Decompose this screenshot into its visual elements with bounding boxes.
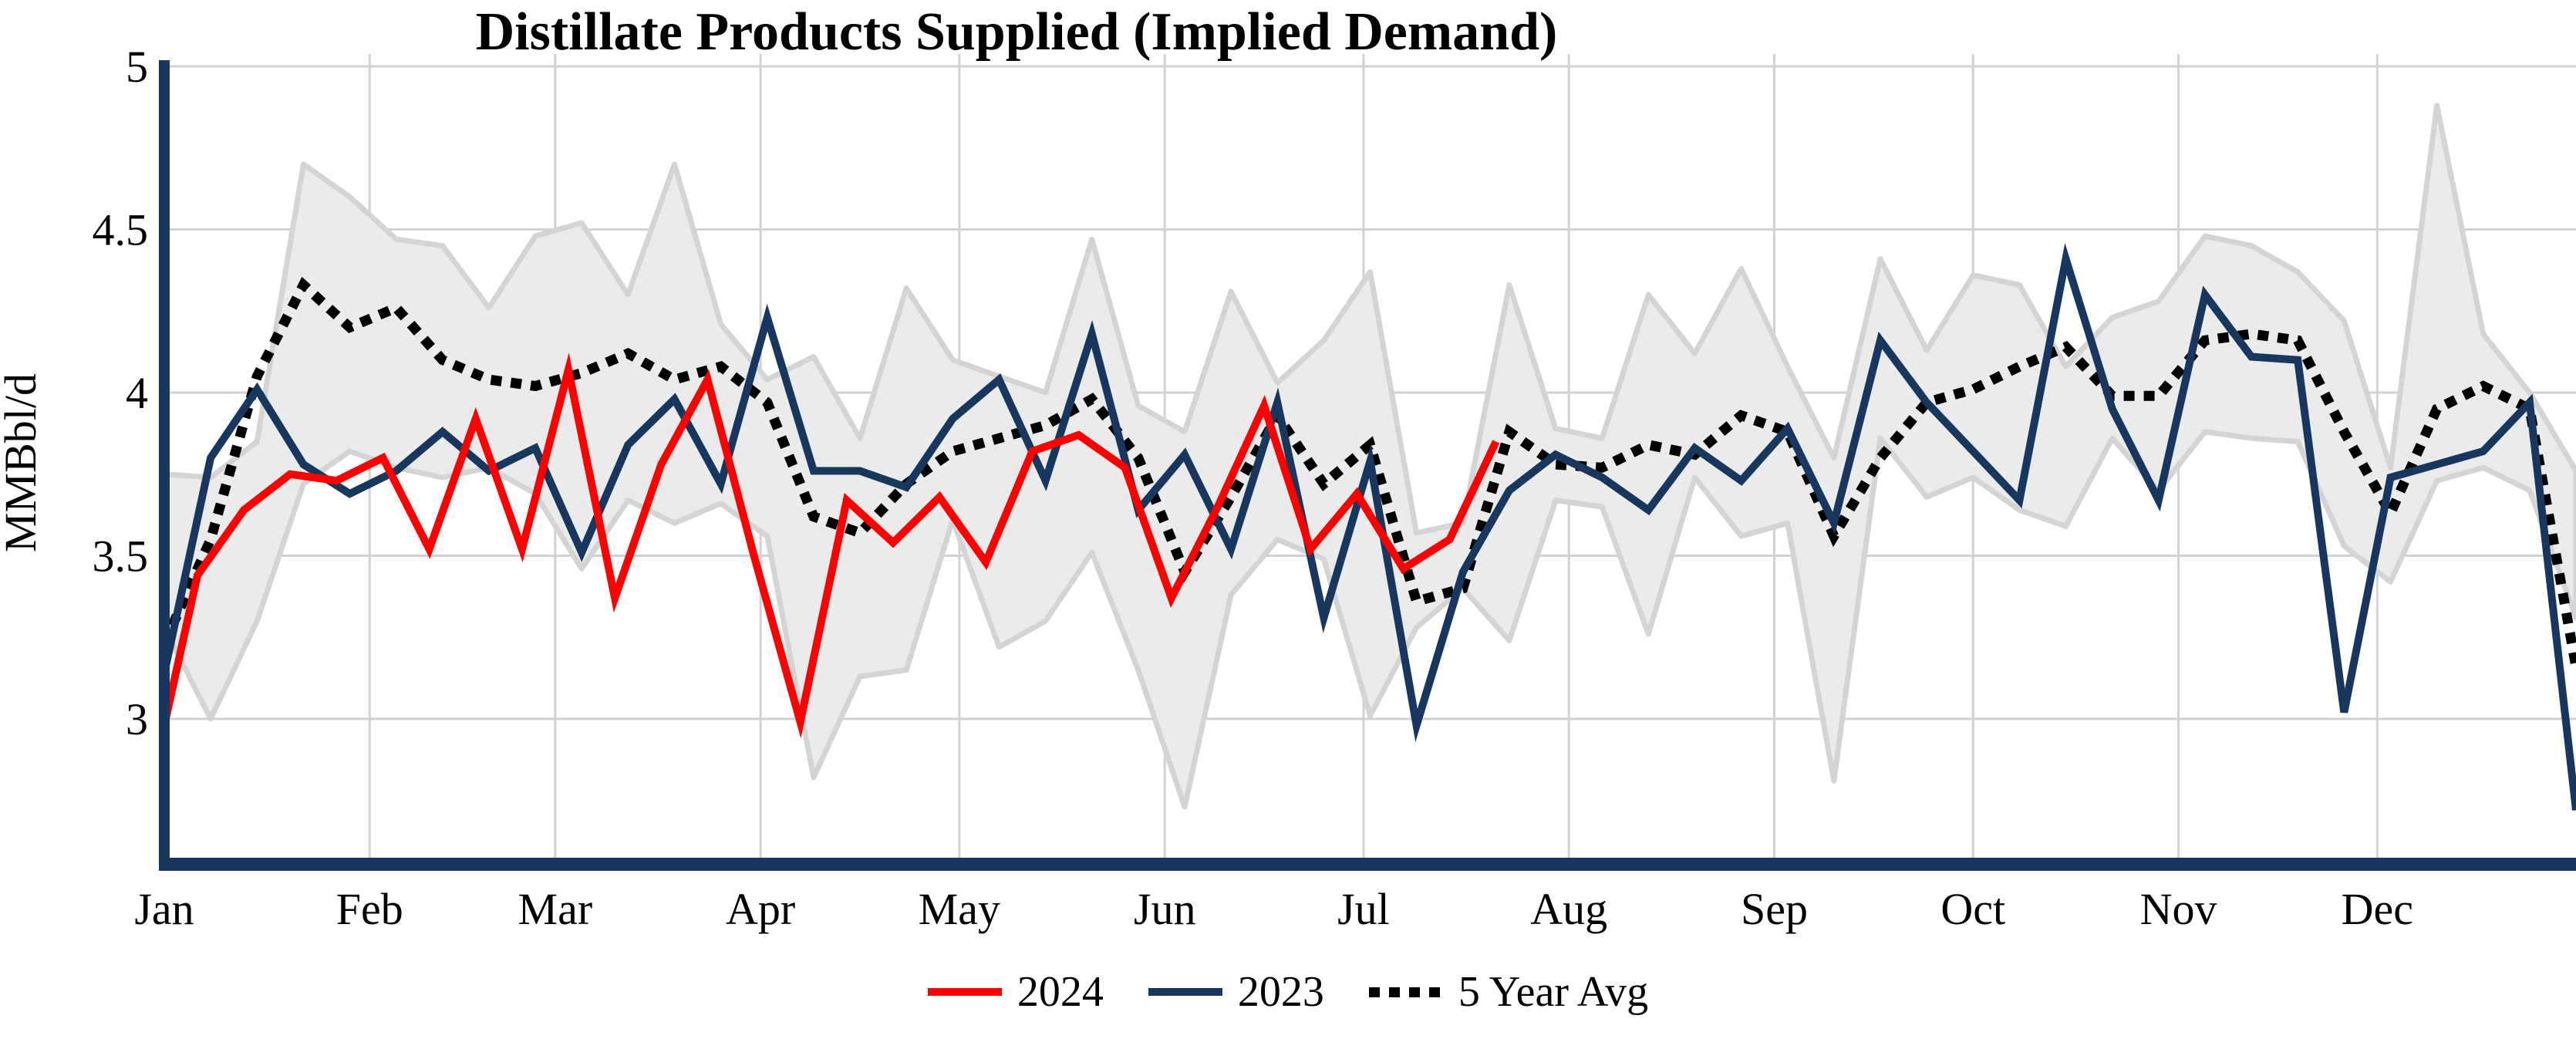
y-axis-title: MMBbl/d (0, 373, 46, 552)
y-tick-label-3: 3 (126, 694, 148, 744)
x-tick-label-feb: Feb (336, 884, 403, 934)
y-axis-spine (159, 60, 170, 870)
series-5-year-avg-line (160, 276, 2576, 668)
legend-swatch-2023 (1148, 988, 1222, 996)
x-tick-label-apr: Apr (726, 884, 795, 934)
legend-swatch-2024 (927, 988, 1002, 996)
x-tick-label-aug: Aug (1530, 884, 1607, 934)
series-lines (160, 243, 2576, 811)
axis-spines (159, 60, 2576, 871)
legend-item-2023: 2023 (1148, 967, 1324, 1017)
x-tick-label-nov: Nov (2140, 884, 2217, 934)
series-2024-line (160, 352, 1500, 739)
x-tick-label-jan: Jan (134, 884, 194, 934)
legend-item-2024: 2024 (927, 967, 1104, 1017)
x-tick-label-may: May (919, 884, 1000, 934)
x-tick-label-oct: Oct (1940, 884, 2005, 934)
y-tick-label-3.5: 3.5 (93, 531, 149, 582)
x-tick-label-dec: Dec (2342, 884, 2413, 934)
legend-label: 5 Year Avg (1458, 968, 1649, 1016)
x-axis-spine (159, 858, 2576, 871)
x-tick-label-jul: Jul (1337, 884, 1390, 934)
y-tick-label-5: 5 (126, 42, 148, 92)
legend-item-5-year-avg: 5 Year Avg (1368, 967, 1649, 1017)
x-tick-label-jun: Jun (1134, 884, 1196, 934)
chart-title: Distillate Products Supplied (Implied De… (476, 2, 1558, 62)
legend: 2024 2023 5 Year Avg (0, 967, 2576, 1017)
x-tick-label-mar: Mar (518, 884, 593, 934)
x-tick-label-sep: Sep (1741, 884, 1808, 934)
y-axis-tick-labels: 5 4.5 4 3.5 3 (93, 42, 149, 744)
y-tick-label-4: 4 (126, 368, 148, 418)
x-axis-tick-labels: Jan Feb Mar Apr May Jun Jul Aug Sep Oct Nov Dec (134, 884, 2413, 934)
legend-label: 2024 (1017, 968, 1104, 1016)
legend-label: 2023 (1237, 968, 1324, 1016)
legend-swatch-dotted (1368, 987, 1443, 997)
series-2023-line (160, 243, 2576, 811)
y-tick-label-4.5: 4.5 (93, 205, 149, 255)
